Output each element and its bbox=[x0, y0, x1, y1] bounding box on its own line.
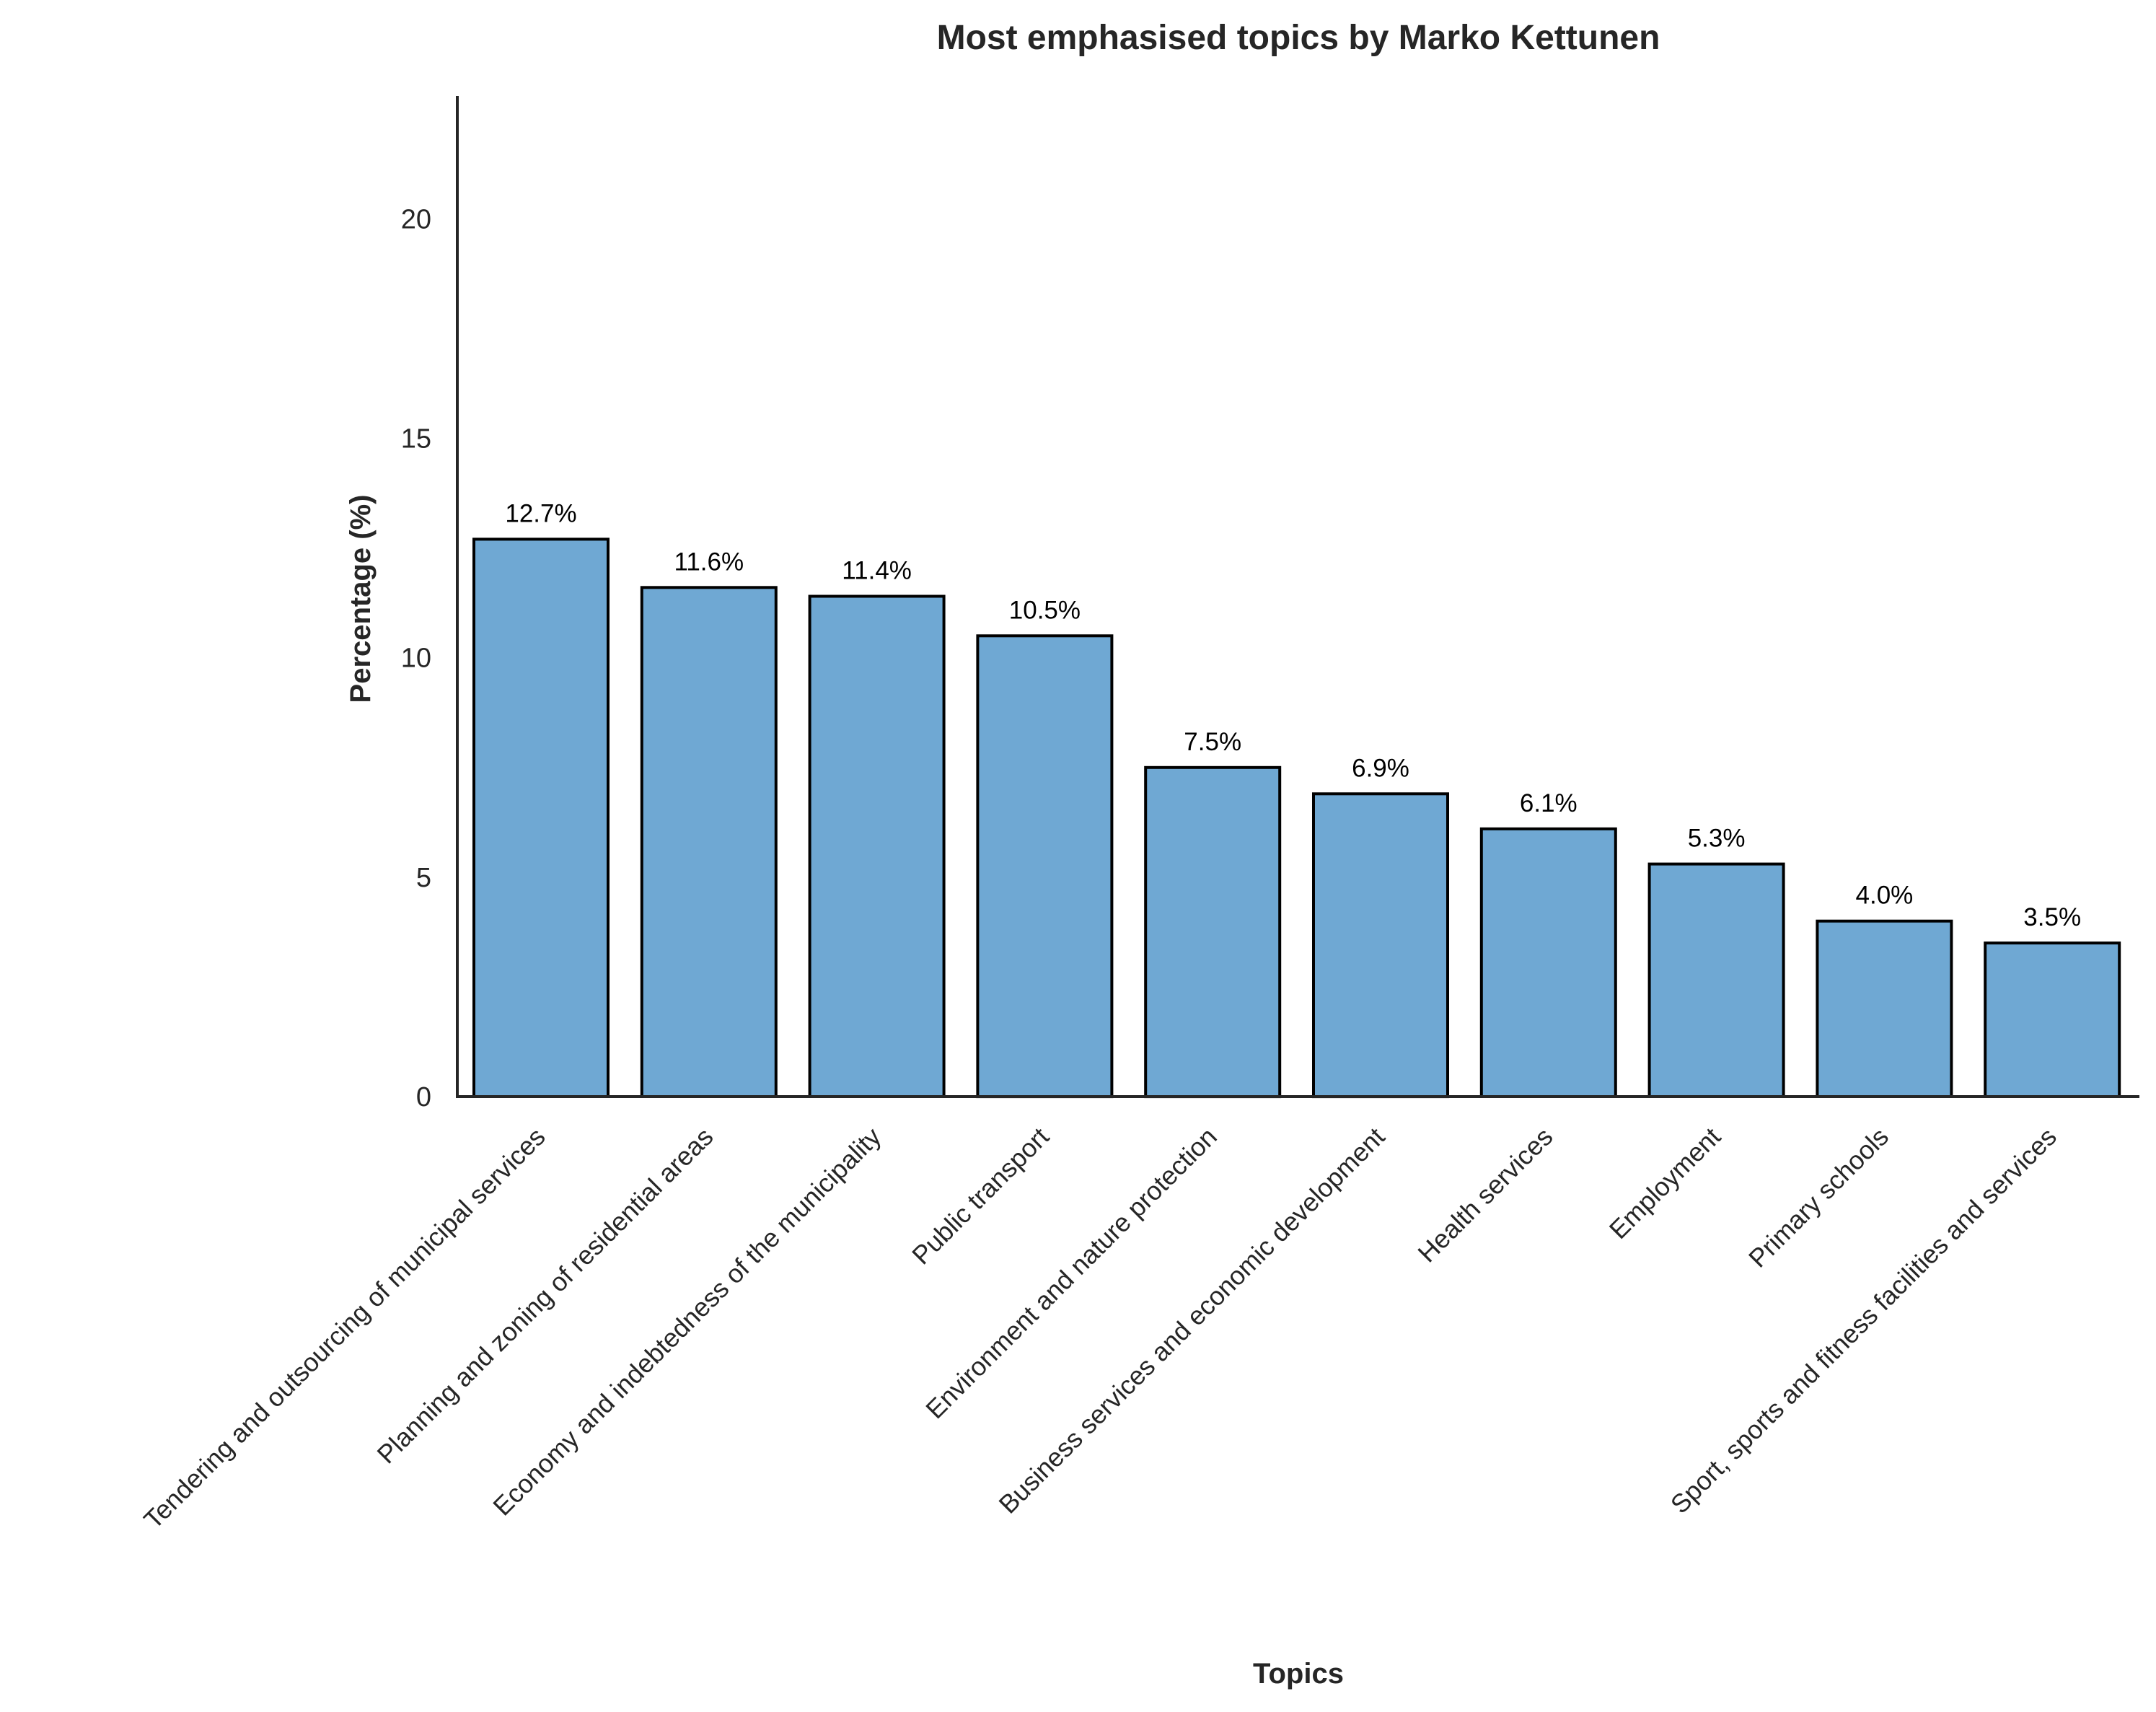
x-tick-label: Public transport bbox=[906, 1122, 1055, 1270]
bar-value-label: 12.7% bbox=[505, 499, 576, 527]
bar-value-label: 11.6% bbox=[674, 548, 744, 576]
bar-value-label: 7.5% bbox=[1184, 728, 1241, 756]
y-tick-label: 15 bbox=[401, 424, 431, 455]
bar bbox=[1144, 765, 1282, 1099]
x-tick-label: Employment bbox=[1603, 1122, 1726, 1245]
bar-value-label: 6.9% bbox=[1352, 754, 1409, 782]
bar bbox=[1479, 827, 1617, 1099]
bar bbox=[1816, 919, 1953, 1098]
x-tick-label: Primary schools bbox=[1743, 1122, 1894, 1273]
x-tick-label: Economy and indebtedness of the municipa… bbox=[487, 1122, 886, 1522]
bar-labels-group: 12.7% 11.6% 11.4% 10.5% 7.5% 6.9% 6.1% 5.3% 4.0%… bbox=[505, 499, 2081, 931]
bar-value-label: 10.5% bbox=[1009, 596, 1081, 624]
x-tick-label: Business services and economic developme… bbox=[993, 1122, 1391, 1519]
chart-title: Most emphasised topics by Marko Kettunen bbox=[937, 19, 1660, 57]
bar-value-label: 6.1% bbox=[1520, 789, 1578, 817]
bar bbox=[808, 594, 946, 1098]
y-tick-label: 10 bbox=[401, 644, 431, 674]
bar bbox=[640, 586, 778, 1098]
x-tick-label: Health services bbox=[1412, 1122, 1558, 1268]
bar bbox=[472, 537, 610, 1098]
y-axis-ticks: 0 5 10 15 20 bbox=[401, 204, 431, 1112]
x-tick-label: Sport, sports and fitness facilities and… bbox=[1665, 1122, 2062, 1519]
x-tick-label: Tendering and outsourcing of municipal s… bbox=[138, 1122, 550, 1535]
x-tick-label: Planning and zoning of residential areas bbox=[371, 1122, 719, 1470]
bar-value-label: 11.4% bbox=[842, 557, 912, 585]
x-tick-label: Environment and nature protection bbox=[920, 1122, 1223, 1425]
bar bbox=[976, 634, 1114, 1099]
y-tick-label: 20 bbox=[401, 204, 431, 234]
bar-value-label: 3.5% bbox=[2023, 903, 2081, 931]
bar bbox=[1984, 941, 2121, 1098]
y-axis-label: Percentage (%) bbox=[345, 495, 377, 703]
bar-value-label: 5.3% bbox=[1688, 825, 1746, 853]
x-axis-ticks: Tendering and outsourcing of municipal s… bbox=[138, 1122, 2062, 1535]
x-axis-label: Topics bbox=[1253, 1658, 1344, 1690]
bar bbox=[1647, 862, 1785, 1098]
bar-value-label: 4.0% bbox=[1856, 882, 1914, 910]
y-tick-label: 5 bbox=[416, 863, 431, 893]
y-tick-label: 0 bbox=[416, 1082, 431, 1112]
bars-group bbox=[472, 537, 2121, 1099]
bar bbox=[1312, 792, 1449, 1099]
